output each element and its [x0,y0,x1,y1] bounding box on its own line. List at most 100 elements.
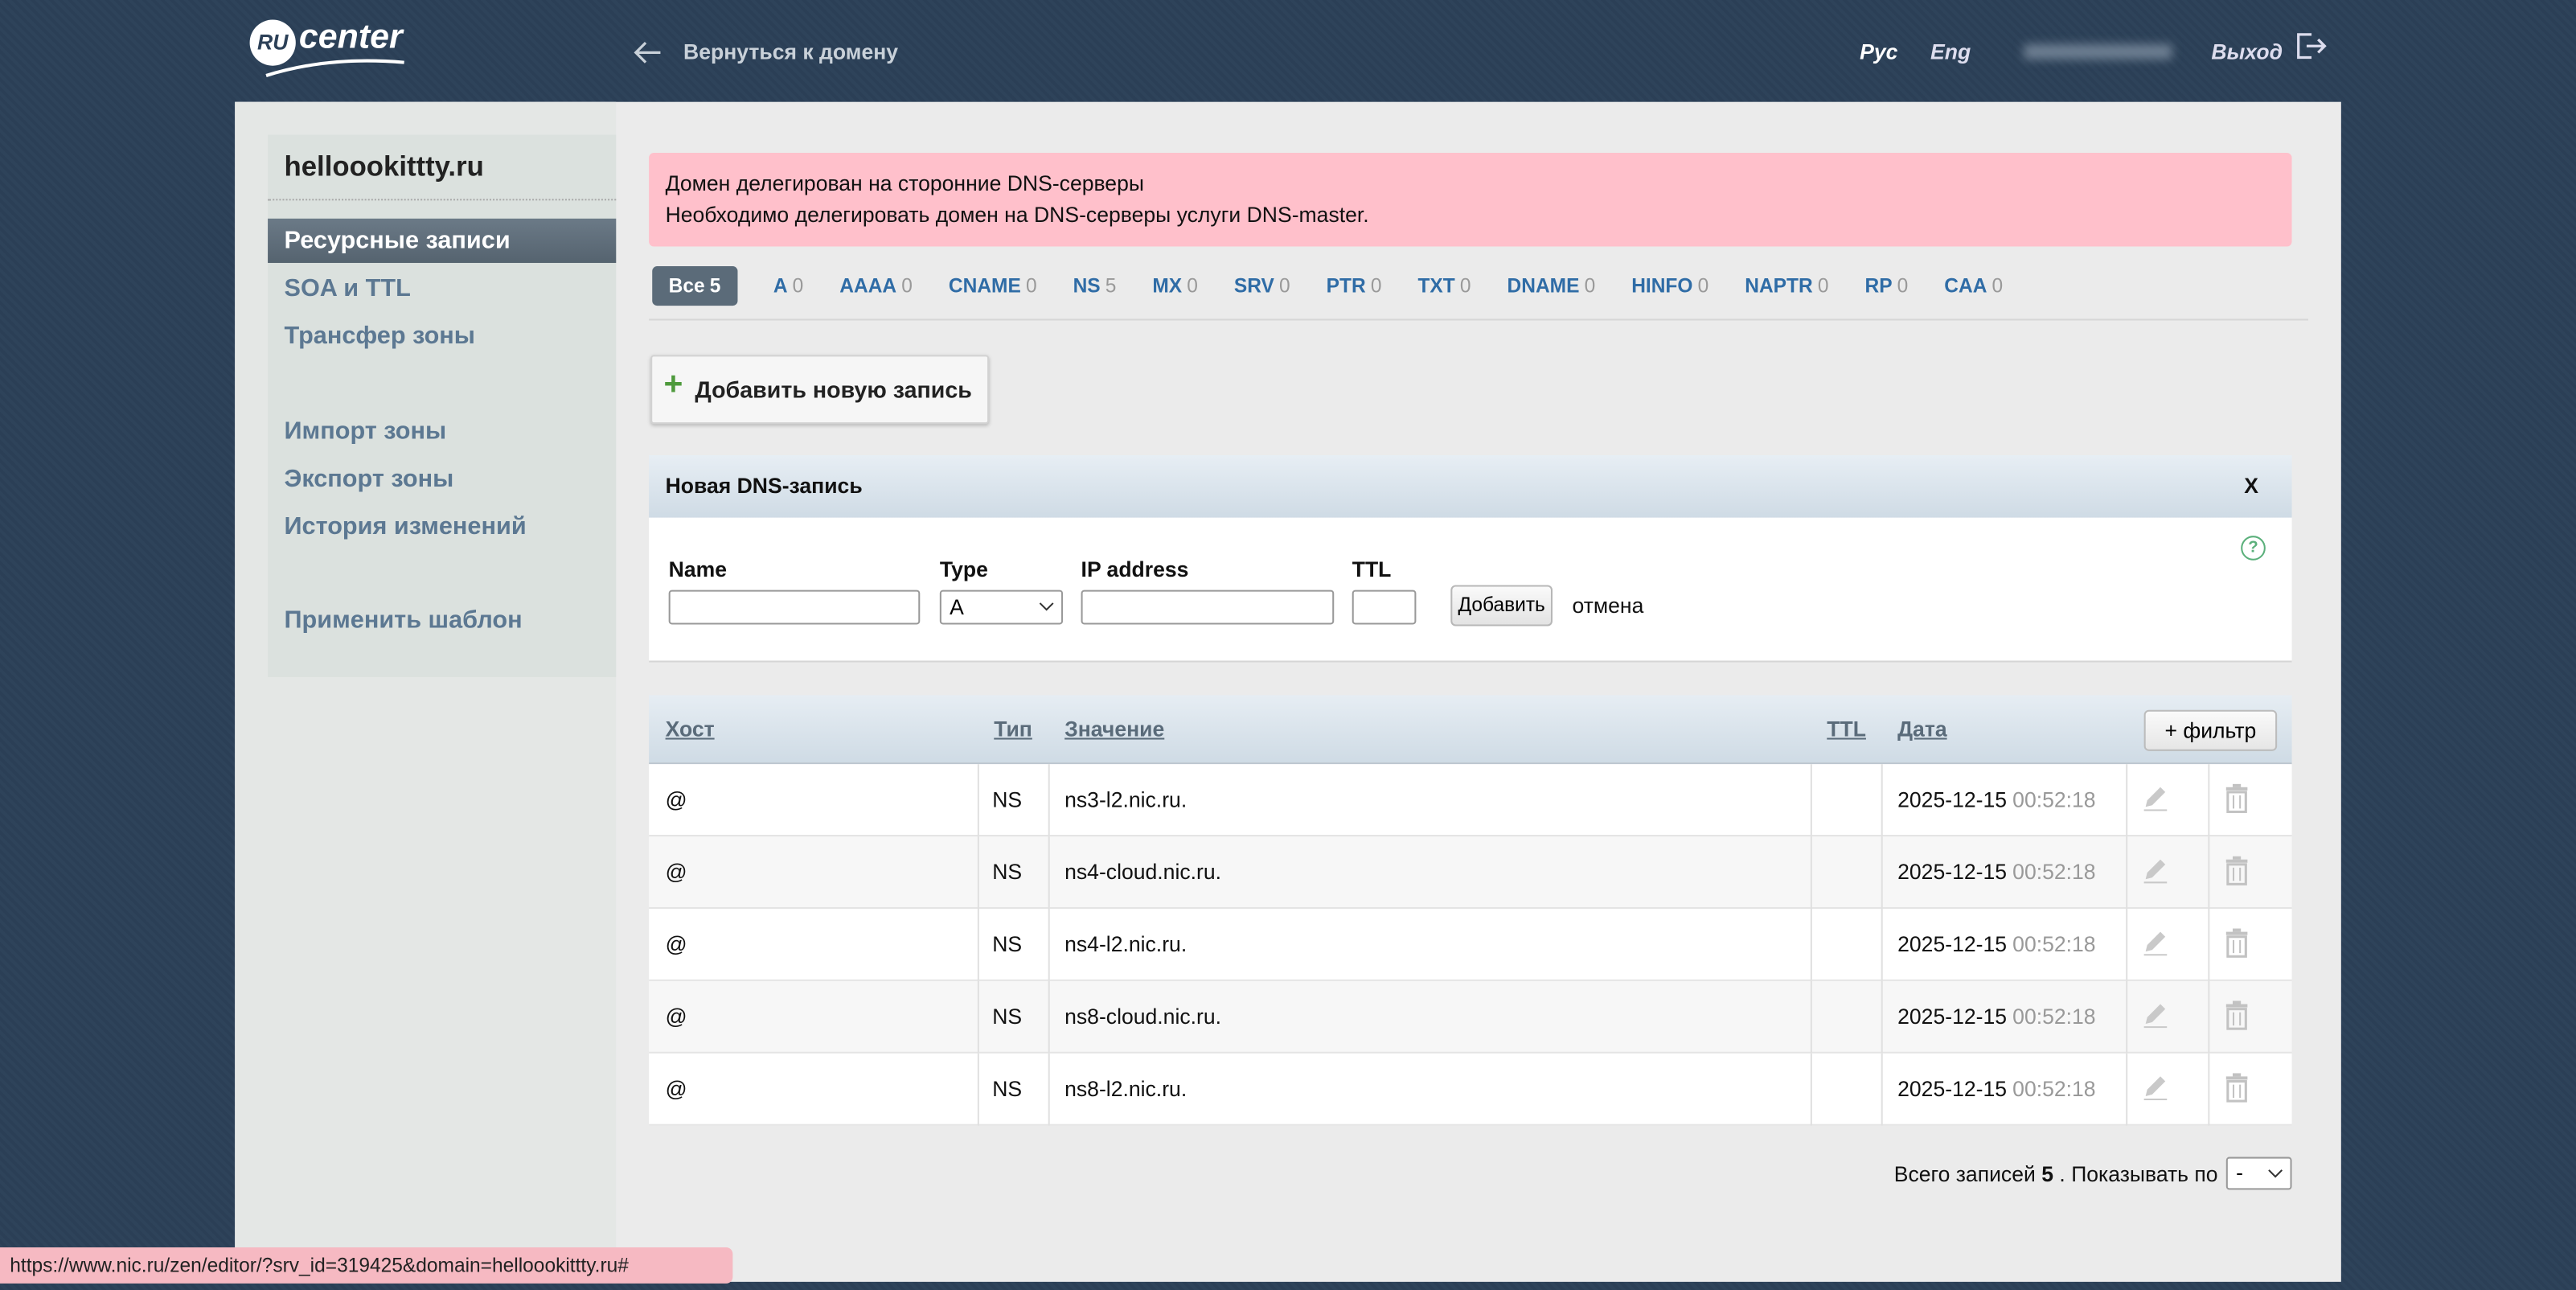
column-border [1881,980,1883,1054]
column-header[interactable]: Дата [1897,716,1947,742]
cell-time: 00:52:18 [2012,931,2096,957]
column-border [1881,909,1883,981]
menu-item[interactable]: Импорт зоны [284,417,447,446]
edit-icon[interactable] [2141,784,2171,814]
column-border [977,764,979,837]
tab[interactable]: RP 0 [1864,273,1908,297]
text: . Показывать по [2059,1161,2218,1187]
cell-type: NS [992,787,1023,812]
tab[interactable]: TXT 0 [1417,273,1471,297]
delete-icon[interactable] [2225,783,2251,814]
text: Всего записей [1893,1161,2036,1187]
link[interactable]: услуги DNS-master [1176,202,1364,227]
menu-item[interactable]: Ресурсные записи [284,226,511,255]
cell-type: NS [992,931,1023,957]
column-border [1048,764,1050,837]
ttl-input[interactable] [1352,590,1417,625]
menu-item[interactable]: Применить шаблон [284,606,523,635]
help-icon[interactable]: ? [2241,536,2266,561]
table-header [649,695,2292,765]
cell-date: 2025-12-15 [1897,859,2008,885]
delete-icon[interactable] [2225,1000,2251,1030]
cell-time: 00:52:18 [2012,859,2096,885]
logout-icon[interactable] [2295,31,2328,61]
tab-label: PTR [1326,273,1366,297]
tab-label: MX [1152,273,1183,297]
submit-button[interactable]: Добавить [1450,585,1553,627]
logo-text[interactable]: center [298,18,403,56]
menu-item[interactable]: SOA и TTL [284,274,411,302]
column-border [1881,764,1883,837]
column-border [977,836,979,910]
tab[interactable]: DNAME 0 [1507,273,1596,297]
alert [649,153,2292,247]
per-page-select[interactable]: - [2225,1156,2292,1190]
logout[interactable]: Выход [2211,39,2283,64]
column-border [2126,764,2128,837]
column-border [1810,836,1812,910]
tab[interactable]: CAA 0 [1944,273,2003,297]
lang-en[interactable]: Eng [1930,39,1971,64]
tab[interactable]: AAAA 0 [839,273,913,297]
edit-icon[interactable] [2141,929,2171,959]
tab-label: CNAME [948,273,1021,297]
column-header[interactable]: Хост [665,716,715,742]
column-header[interactable]: Значение [1064,716,1165,742]
cell-host: @ [665,1004,687,1029]
column-header[interactable]: Тип [994,716,1032,742]
ip-input[interactable] [1081,590,1335,625]
tab[interactable]: HINFO 0 [1631,273,1708,297]
table-row [649,980,2292,1054]
tab-label: CAA [1944,273,1987,297]
tab[interactable]: NAPTR 0 [1745,273,1828,297]
lang-ru[interactable]: Рус [1860,39,1898,64]
back-link[interactable]: Вернуться к домену [683,39,899,64]
tab-count: 0 [1279,273,1290,297]
column-border [1048,1053,1050,1126]
add-button[interactable] [650,355,990,425]
tab-count: 0 [1697,273,1709,297]
column-border [2126,836,2128,910]
edit-icon[interactable] [2141,1073,2171,1103]
name-input[interactable] [668,590,921,625]
delete-icon[interactable] [2225,928,2251,959]
tab[interactable]: NS 5 [1073,273,1117,297]
tab-label: NS [1073,273,1101,297]
tab[interactable]: Все 5 [652,265,737,306]
link[interactable]: делегировать [794,202,930,227]
tab-label: AAAA [839,273,897,297]
column-border [2208,1053,2210,1126]
menu-item[interactable]: История изменений [284,512,527,541]
edit-icon[interactable] [2141,857,2171,886]
column-border [977,980,979,1054]
tab[interactable]: PTR 0 [1327,273,1382,297]
column-border [1810,764,1812,837]
add-button-label[interactable]: Добавить новую запись [695,376,972,403]
tab[interactable]: MX 0 [1152,273,1198,297]
tab-count: 0 [1187,273,1198,297]
cell-time: 00:52:18 [2012,1076,2096,1102]
column-header[interactable]: TTL [1827,716,1866,742]
cancel-link[interactable]: отмена [1572,593,1644,618]
form-close[interactable]: X [2244,473,2259,499]
edit-icon[interactable] [2141,1000,2171,1030]
cell-value: ns8-cloud.nic.ru. [1064,1004,1222,1029]
alert-line2: Необходимо делегировать домен на DNS-сер… [666,202,1369,227]
blurred-user [2024,44,2172,60]
menu-item[interactable]: Экспорт зоны [284,465,454,494]
filter-button[interactable]: + фильтр [2143,709,2278,751]
tab[interactable]: SRV 0 [1234,273,1290,297]
menu-item[interactable]: Трансфер зоны [284,322,475,351]
delete-icon[interactable] [2225,856,2251,886]
form-header [649,455,2292,518]
type-select[interactable]: A [939,590,1064,625]
cell-date: 2025-12-15 [1897,931,2008,957]
logo-badge[interactable]: RU [249,19,296,66]
back-arrow[interactable] [631,39,664,66]
tab-label: DNAME [1507,273,1580,297]
column-border [2126,980,2128,1054]
delete-icon[interactable] [2225,1073,2251,1103]
tab[interactable]: CNAME 0 [949,273,1037,297]
field-label: Type [939,557,988,582]
